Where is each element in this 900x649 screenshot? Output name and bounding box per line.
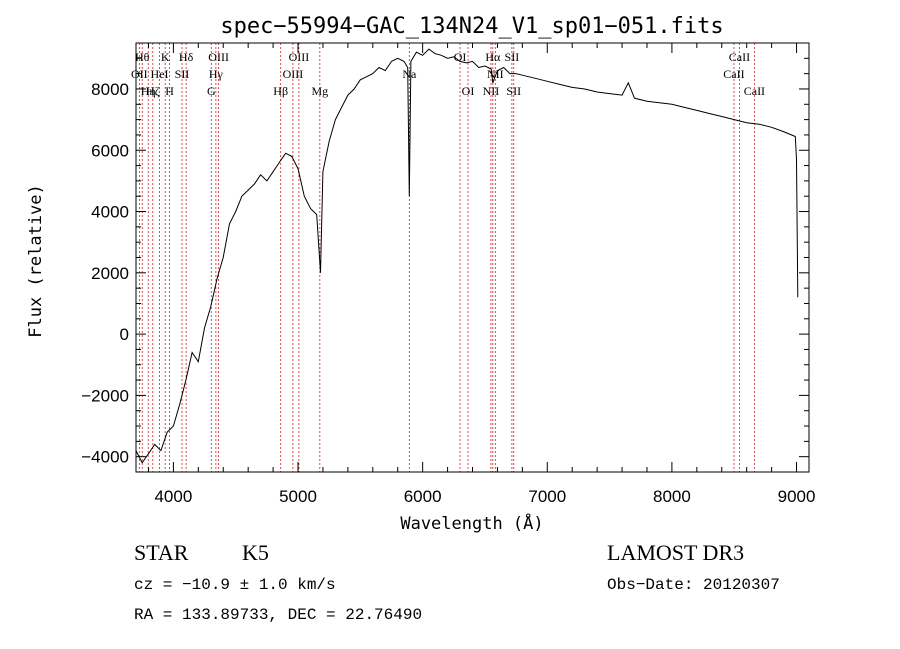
line-marker-label: Mg [311,84,328,98]
line-marker-label: Hζ [146,84,160,98]
x-tick-label: 4000 [154,487,192,506]
x-tick-label: 6000 [404,487,442,506]
survey-name: LAMOST DR3 [607,540,744,565]
x-tick-label: 5000 [279,487,317,506]
x-tick-label: 7000 [528,487,566,506]
line-marker-label: Hθ [135,50,150,64]
line-marker-label: H [165,84,174,98]
line-marker-label: K [161,50,170,64]
line-marker-label: Hβ [273,84,288,98]
y-tick-label: −2000 [81,386,129,405]
line-marker-label: G [207,84,216,98]
line-marker-label: SII [505,50,520,64]
line-marker-label: Hα [485,50,501,64]
x-axis-ticks: 4000 5000 6000 7000 8000 9000 [147,43,816,506]
line-marker-labels: OIIHθHηHζHeIKHSIIHδGHγOIIIHβOIIIOIIIMgNa… [131,50,765,98]
line-marker-label: OI [462,84,475,98]
y-tick-label: 8000 [91,80,129,99]
line-marker-label: NII [483,84,500,98]
coordinates: RA = 133.89733, DEC = 22.76490 [134,606,422,624]
spectrum-line [135,48,799,464]
observation-date: Obs−Date: 20120307 [607,576,780,594]
line-marker-label: Na [402,67,417,81]
y-tick-label: 0 [120,325,129,344]
line-marker-label: SII [175,67,190,81]
line-marker-label: CaII [729,50,750,64]
line-marker-label: OIII [208,50,229,64]
chart-title: spec−55994−GAC_134N24_V1_sp01−051.fits [220,14,723,39]
object-class: STAR [134,540,189,565]
line-marker-label: SII [506,84,521,98]
line-marker-label: OIII [283,67,304,81]
plot-frame [135,42,810,473]
x-axis-label: Wavelength (Å) [400,512,543,534]
y-axis-label: Flux (relative) [26,184,46,338]
line-markers [138,43,755,472]
y-tick-label: 6000 [91,141,129,160]
object-subclass: K5 [242,540,269,565]
line-marker-label: Hη [141,84,156,98]
line-marker-label: CaII [744,84,765,98]
y-tick-label: 4000 [91,203,129,222]
x-tick-label: 8000 [653,487,691,506]
line-marker-label: Hδ [179,50,194,64]
line-marker-label: Hγ [209,67,224,81]
y-tick-label: 2000 [91,264,129,283]
redshift-velocity: cz = −10.9 ± 1.0 km/s [134,576,336,594]
line-marker-label: CaII [723,67,744,81]
x-tick-label: 9000 [778,487,816,506]
line-marker-label: OI [454,50,467,64]
y-tick-label: −4000 [81,448,129,467]
y-axis-ticks: −4000 −2000 0 2000 4000 6000 8000 [81,57,809,467]
line-marker-label: HeI [151,67,169,81]
line-marker-label: OIII [289,50,310,64]
